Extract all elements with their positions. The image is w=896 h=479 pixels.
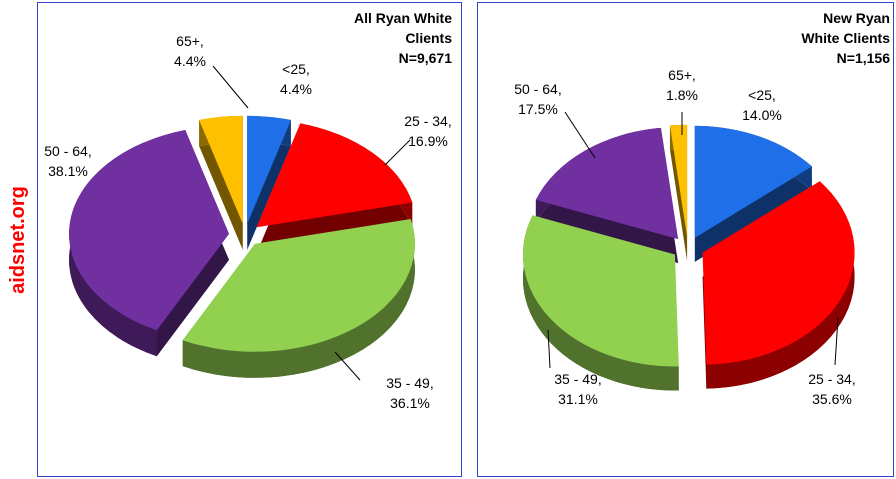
data-label: 25 - 34, 35.6% [808, 371, 855, 407]
value-label: 4.4% [280, 81, 312, 97]
leader-line [564, 111, 596, 159]
data-label: <25, 4.4% [280, 61, 312, 97]
slice [522, 215, 679, 367]
category-label: 65+, [668, 67, 696, 83]
slice [256, 123, 413, 228]
subtitle: N=1,156 [836, 50, 890, 66]
panel [37, 2, 462, 477]
category-label: 25 - 34, [808, 371, 855, 387]
leader-line [384, 139, 411, 166]
category-label: 35 - 49, [386, 375, 433, 391]
category-label: <25, [282, 61, 310, 77]
leader-line [334, 351, 361, 381]
data-label: 65+, 1.8% [666, 67, 698, 103]
value-label: 14.0% [742, 107, 782, 123]
value-label: 16.9% [408, 133, 448, 149]
value-label: 36.1% [390, 395, 430, 411]
category-label: <25, [748, 87, 776, 103]
data-label: 35 - 49, 36.1% [386, 375, 433, 411]
chart-title: New Ryan White Clients N=1,156 [786, 8, 890, 68]
data-label: 65+, 4.4% [174, 33, 206, 69]
data-label: 25 - 34, 16.9% [404, 113, 451, 149]
category-label: 25 - 34, [404, 113, 451, 129]
slice-side [522, 215, 679, 391]
slice [694, 125, 812, 238]
value-label: 1.8% [666, 87, 698, 103]
value-label: 35.6% [812, 391, 852, 407]
value-label: 31.1% [558, 391, 598, 407]
category-label: 50 - 64, [44, 143, 91, 159]
slice [669, 124, 688, 237]
value-label: 4.4% [174, 53, 206, 69]
leader-line [212, 65, 249, 109]
category-label: 35 - 49, [554, 371, 601, 387]
chart-title: All Ryan White Clients N=9,671 [348, 8, 452, 68]
slice [535, 127, 679, 240]
slice [182, 219, 415, 352]
value-label: 38.1% [48, 163, 88, 179]
value-label: 17.5% [518, 101, 558, 117]
leader-line [834, 317, 839, 366]
slice [69, 130, 230, 331]
data-label: <25, 14.0% [742, 87, 782, 123]
category-label: 50 - 64, [514, 81, 561, 97]
data-label: 50 - 64, 38.1% [44, 143, 91, 179]
leader-line [547, 329, 551, 369]
title: New Ryan White Clients [801, 10, 890, 46]
watermark: aidsnet.org [7, 186, 29, 294]
category-label: 65+, [176, 33, 204, 49]
slice [247, 115, 291, 224]
subtitle: N=9,671 [398, 50, 452, 66]
data-label: 35 - 49, 31.1% [554, 371, 601, 407]
title: All Ryan White Clients [353, 10, 452, 46]
slice-side [706, 181, 855, 389]
data-label: 50 - 64, 17.5% [514, 81, 561, 117]
slice [199, 115, 243, 224]
slice [702, 181, 855, 365]
panel [477, 2, 894, 477]
slice-side [182, 219, 415, 378]
